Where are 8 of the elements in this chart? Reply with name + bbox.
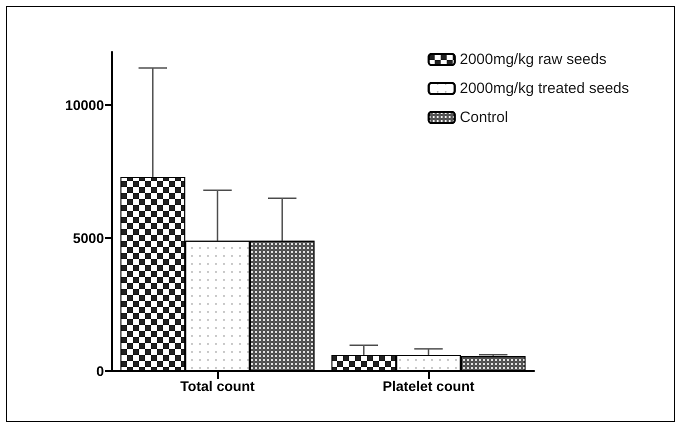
- x-tick-label: Total count: [180, 378, 256, 394]
- x-tick-label: Platelet count: [382, 378, 475, 394]
- legend-label: 2000mg/kg treated seeds: [460, 80, 630, 97]
- y-tick-label: 5000: [72, 230, 104, 246]
- legend-label: 2000mg/kg raw seeds: [460, 51, 606, 68]
- y-tick-label: 10000: [65, 97, 104, 114]
- legend-label: Control: [460, 109, 508, 126]
- y-tick-label: 0: [96, 363, 104, 379]
